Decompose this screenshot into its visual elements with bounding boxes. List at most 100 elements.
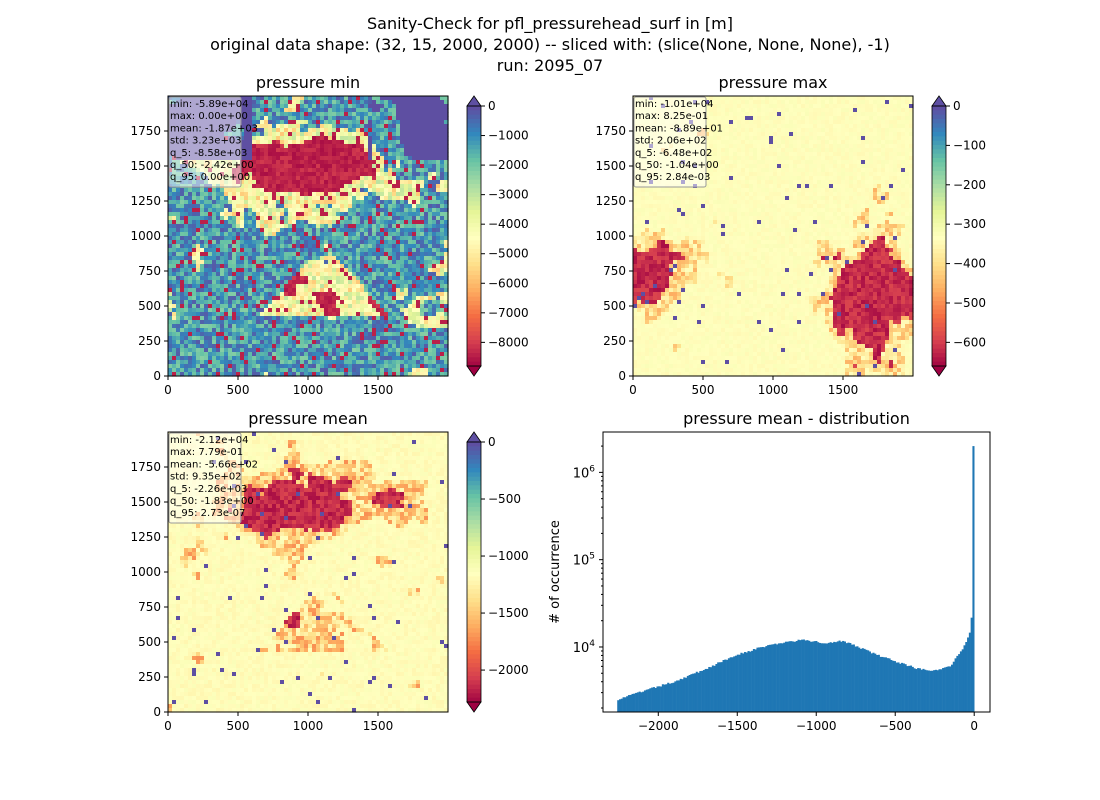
colorbar-segment: [467, 598, 481, 603]
y-tick-label: 1750: [595, 124, 626, 138]
histogram-bar: [774, 643, 777, 712]
histogram-bar: [790, 641, 793, 712]
panel-title: pressure max: [718, 73, 827, 92]
histogram-bar: [701, 670, 704, 712]
histogram-bar: [736, 654, 739, 712]
histogram-bar: [674, 681, 677, 712]
histogram-bar: [717, 662, 720, 712]
histogram-bar: [776, 644, 779, 712]
colorbar-segment: [467, 149, 481, 155]
histogram-bar: [970, 617, 973, 712]
x-tick-label: −2000: [638, 719, 679, 733]
histogram-bar: [929, 670, 932, 712]
histogram-bar: [733, 656, 736, 712]
histogram-bar: [713, 665, 716, 712]
histogram-bar: [858, 647, 861, 712]
histogram-bar: [817, 642, 820, 712]
histogram-bar: [702, 670, 705, 712]
colorbar-segment: [932, 318, 946, 324]
colorbar-segment: [467, 654, 481, 660]
histogram-bar: [865, 649, 868, 712]
histogram-bar: [820, 643, 823, 712]
histogram-bar: [949, 666, 952, 712]
colorbar-segment: [467, 331, 481, 337]
histogram-bar: [924, 669, 927, 712]
histogram-bar: [818, 642, 821, 712]
colorbar-segment: [467, 314, 481, 319]
stats-line: mean: -8.89e+01: [635, 123, 723, 134]
colorbar-segment: [932, 288, 946, 293]
histogram-bar: [838, 640, 841, 712]
histogram-bar: [856, 646, 859, 712]
histogram-bar: [781, 643, 784, 712]
colorbar-segment: [467, 175, 481, 181]
histogram-bar: [685, 677, 688, 712]
colorbar-tick-label: −1000: [488, 549, 529, 563]
stats-line: q_95: 2.84e-03: [635, 172, 710, 183]
y-tick-label: 1250: [130, 530, 161, 544]
histogram-bar: [622, 697, 625, 712]
colorbar-segment: [467, 327, 481, 332]
colorbar-segment: [467, 476, 481, 482]
colorbar-segment: [467, 288, 481, 293]
colorbar-tick-label: −400: [953, 257, 986, 271]
colorbar-segment: [932, 348, 946, 354]
histogram-bar: [902, 663, 905, 712]
colorbar-segment: [467, 611, 481, 616]
colorbar-segment: [932, 296, 946, 302]
colorbar-segment: [932, 331, 946, 337]
colorbar-segment: [467, 158, 481, 163]
colorbar-tick-label: −8000: [488, 335, 529, 349]
histogram-bar: [617, 700, 620, 712]
colorbar-extend-min: [466, 365, 482, 377]
y-tick-label: 1750: [130, 124, 161, 138]
colorbar-segment: [932, 210, 946, 215]
colorbar-tick-label: −2000: [488, 663, 529, 677]
axes-frame: [602, 431, 991, 713]
colorbar-segment: [467, 515, 481, 521]
histogram-bar: [843, 641, 846, 712]
colorbar-segment: [467, 210, 481, 215]
colorbar-tick-label: −200: [953, 178, 986, 192]
colorbar-segment: [932, 240, 946, 246]
histogram-bar: [967, 637, 970, 712]
histogram-bar: [635, 692, 638, 712]
histogram-bar: [877, 654, 880, 712]
histogram-bar: [815, 641, 818, 712]
colorbar-segment: [467, 632, 481, 638]
colorbar-segment: [467, 576, 481, 582]
colorbar-segment: [467, 275, 481, 280]
colorbar-tick-label: −300: [953, 217, 986, 231]
colorbar-segment: [932, 205, 946, 211]
histogram-bar: [727, 658, 730, 712]
colorbar-segment: [467, 615, 481, 621]
colorbar-segment: [467, 197, 481, 202]
heatmap-image: [168, 432, 449, 713]
colorbar-segment: [932, 149, 946, 155]
histogram-bar: [706, 668, 709, 712]
x-tick-label: 0: [970, 719, 978, 733]
histogram-bar: [620, 698, 623, 712]
colorbar-segment: [932, 283, 946, 289]
heatmap-panel-2: pressure max 0 500 1000 1500 0 250 500 750 1000 12…: [595, 73, 986, 397]
colorbar-segment: [467, 110, 481, 116]
colorbar-segment: [467, 589, 481, 595]
histogram-bar: [654, 687, 657, 712]
histogram-bar: [720, 662, 723, 712]
colorbar-segment: [467, 145, 481, 150]
histogram-bar: [745, 652, 748, 712]
colorbar-segment: [467, 253, 481, 259]
colorbar-segment: [467, 231, 481, 237]
histogram-bar: [686, 675, 689, 712]
colorbar-segment: [932, 266, 946, 272]
histogram-bar: [908, 665, 911, 712]
histogram-bar: [731, 657, 734, 712]
colorbar-tick-label: 0: [488, 99, 496, 113]
colorbar-segment: [467, 511, 481, 517]
colorbar-segment: [467, 136, 481, 142]
colorbar-segment: [467, 481, 481, 486]
colorbar-segment: [932, 270, 946, 276]
colorbar-segment: [467, 697, 481, 703]
colorbar-segment: [932, 140, 946, 146]
colorbar-segment: [467, 641, 481, 647]
